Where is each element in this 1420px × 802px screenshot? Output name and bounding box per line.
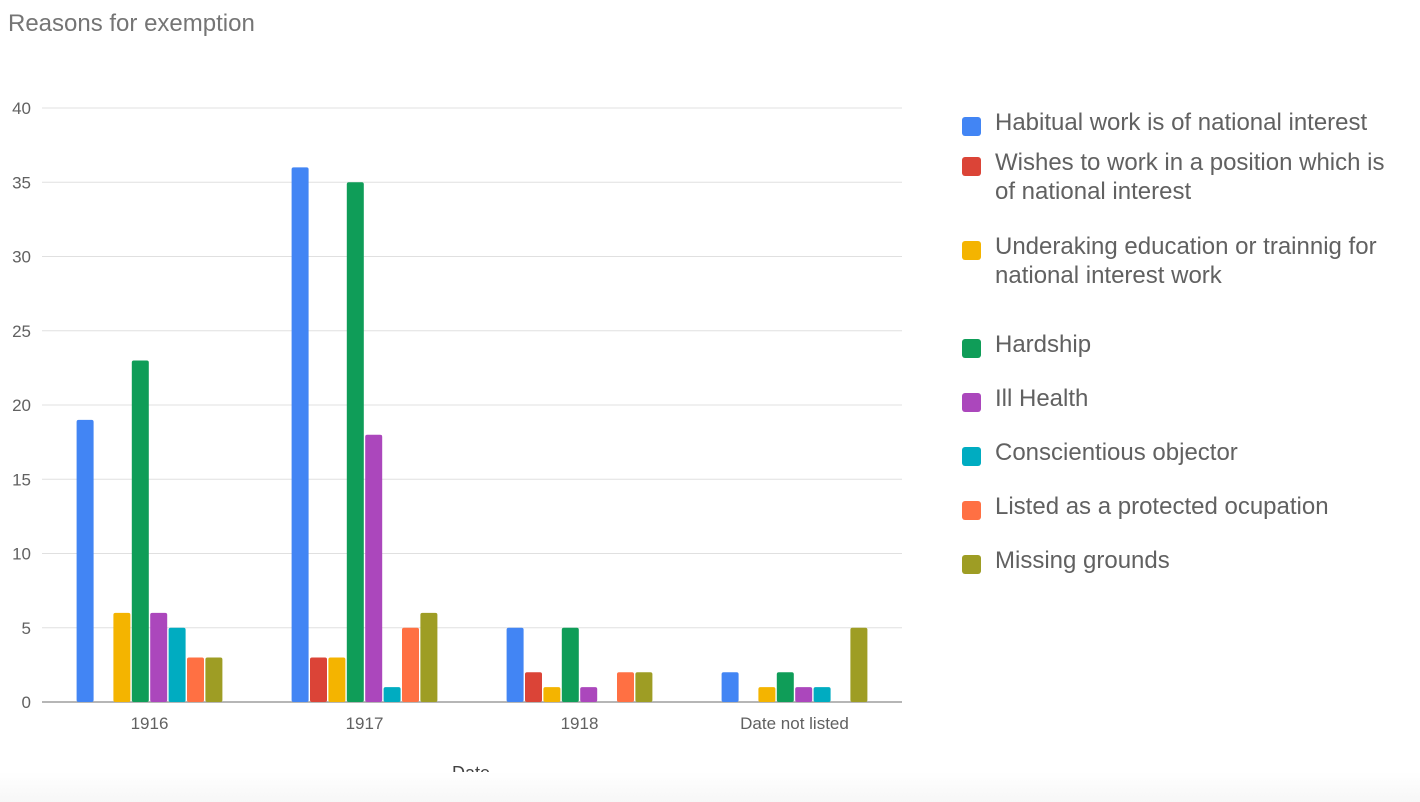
legend-swatch xyxy=(962,447,981,466)
legend-item[interactable]: Ill Health xyxy=(962,384,1405,413)
bar[interactable] xyxy=(328,657,346,702)
legend-item[interactable]: Listed as a protected ocupation xyxy=(962,492,1405,521)
y-tick-label: 40 xyxy=(12,99,31,118)
legend-item[interactable]: Missing grounds xyxy=(962,546,1405,575)
legend-item[interactable]: Habitual work is of national interest xyxy=(962,108,1405,137)
bar[interactable] xyxy=(543,687,561,702)
legend-item[interactable]: Conscientious objector xyxy=(962,438,1405,467)
legend-label: Hardship xyxy=(995,331,1092,358)
bars xyxy=(76,167,868,702)
bar[interactable] xyxy=(402,627,419,702)
legend-swatch xyxy=(962,393,981,412)
bar[interactable] xyxy=(168,627,186,702)
bottom-fade xyxy=(0,772,1420,802)
y-tick-label: 10 xyxy=(12,545,31,564)
bar[interactable] xyxy=(187,657,204,702)
bar[interactable] xyxy=(758,687,776,702)
bar[interactable] xyxy=(420,612,438,702)
bar[interactable] xyxy=(561,627,579,702)
y-tick-label: 25 xyxy=(12,322,31,341)
y-tick-label: 30 xyxy=(12,248,31,267)
bar[interactable] xyxy=(635,672,653,702)
bar[interactable] xyxy=(150,612,168,702)
legend-swatch xyxy=(962,157,981,176)
bar[interactable] xyxy=(113,612,131,702)
legend-swatch xyxy=(962,241,981,260)
bar[interactable] xyxy=(721,672,739,702)
x-tick-label: 1916 xyxy=(131,714,169,733)
legend-label: Listed as a protected ocupation xyxy=(995,493,1329,520)
bar[interactable] xyxy=(580,687,598,702)
x-tick-label: Date not listed xyxy=(740,714,849,733)
y-tick-label: 0 xyxy=(22,693,31,712)
y-axis-tick-labels: 0 5 10 15 20 25 30 35 40 xyxy=(12,99,31,712)
x-tick-label: 1917 xyxy=(346,714,384,733)
y-tick-label: 35 xyxy=(12,173,31,192)
gridlines xyxy=(42,107,902,703)
legend-swatch xyxy=(962,555,981,574)
bar[interactable] xyxy=(617,672,634,702)
legend-swatch xyxy=(962,117,981,136)
bar[interactable] xyxy=(776,672,794,702)
legend-label: Habitual work is of national interest xyxy=(995,109,1368,136)
legend-swatch xyxy=(962,501,981,520)
bar[interactable] xyxy=(291,167,309,702)
legend-item[interactable]: Hardship xyxy=(962,330,1405,359)
bar[interactable] xyxy=(346,182,364,702)
y-tick-label: 5 xyxy=(22,619,31,638)
bar[interactable] xyxy=(383,687,401,702)
legend-label: Wishes to work in a position which is of… xyxy=(995,149,1385,205)
bar[interactable] xyxy=(76,419,94,702)
bar[interactable] xyxy=(813,687,831,702)
legend-item[interactable]: Underaking education or trainnig for nat… xyxy=(962,232,1405,290)
chart-title: Reasons for exemption xyxy=(8,10,255,37)
bar[interactable] xyxy=(131,360,149,702)
bar[interactable] xyxy=(850,627,868,702)
bar[interactable] xyxy=(205,657,223,702)
legend-label: Conscientious objector xyxy=(995,439,1238,466)
legend-label: Missing grounds xyxy=(995,547,1170,574)
legend-swatch xyxy=(962,339,981,358)
x-tick-label: 1918 xyxy=(561,714,599,733)
bar[interactable] xyxy=(365,434,383,702)
x-axis-tick-labels: 1916 1917 1918 Date not listed xyxy=(131,714,849,733)
y-tick-label: 20 xyxy=(12,396,31,415)
bar[interactable] xyxy=(310,657,327,702)
legend-item[interactable]: Wishes to work in a position which is of… xyxy=(962,148,1405,206)
legend-label: Ill Health xyxy=(995,385,1089,412)
y-tick-label: 15 xyxy=(12,470,31,489)
bar[interactable] xyxy=(795,687,813,702)
bar[interactable] xyxy=(506,627,524,702)
bar[interactable] xyxy=(525,672,542,702)
bar-chart: 0 5 10 15 20 25 30 35 40 1916 1917 1918 Date not li… xyxy=(12,99,902,783)
legend-label: Underaking education or trainnig for nat… xyxy=(995,233,1377,289)
